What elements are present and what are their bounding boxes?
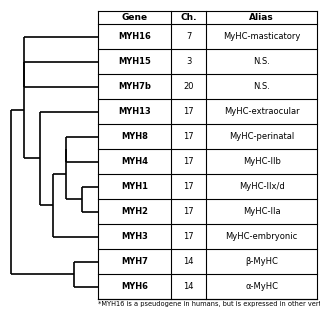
- Text: MyHC-embryonic: MyHC-embryonic: [226, 232, 298, 241]
- Text: MYH6: MYH6: [121, 282, 148, 291]
- Text: MyHC-IIb: MyHC-IIb: [243, 157, 281, 166]
- Text: N.S.: N.S.: [253, 57, 270, 66]
- Text: 3: 3: [186, 57, 191, 66]
- Text: 17: 17: [183, 157, 194, 166]
- Text: MYH8: MYH8: [121, 132, 148, 141]
- Text: Ch.: Ch.: [180, 13, 197, 22]
- Text: MYH4: MYH4: [121, 157, 148, 166]
- Text: 14: 14: [184, 282, 194, 291]
- Text: 20: 20: [184, 82, 194, 91]
- Text: α-MyHC: α-MyHC: [245, 282, 278, 291]
- Text: 17: 17: [183, 182, 194, 191]
- Text: MyHC-IIx/d: MyHC-IIx/d: [239, 182, 284, 191]
- Text: MyHC-IIa: MyHC-IIa: [243, 207, 280, 216]
- Text: MYH7b: MYH7b: [118, 82, 151, 91]
- Text: 7: 7: [186, 32, 191, 41]
- Text: MyHC-extraocular: MyHC-extraocular: [224, 107, 300, 116]
- Text: N.S.: N.S.: [253, 82, 270, 91]
- Text: Alias: Alias: [249, 13, 274, 22]
- Text: MYH2: MYH2: [121, 207, 148, 216]
- Text: MYH15: MYH15: [118, 57, 151, 66]
- Text: 14: 14: [184, 257, 194, 266]
- Text: β-MyHC: β-MyHC: [245, 257, 278, 266]
- Text: MyHC-masticatory: MyHC-masticatory: [223, 32, 300, 41]
- Text: Gene: Gene: [121, 13, 148, 22]
- Text: 17: 17: [183, 132, 194, 141]
- Text: MYH3: MYH3: [121, 232, 148, 241]
- Text: 17: 17: [183, 207, 194, 216]
- Text: MYH13: MYH13: [118, 107, 151, 116]
- Text: *MYH16 is a pseudogene in humans, but is expressed in other vertebrates.: *MYH16 is a pseudogene in humans, but is…: [98, 301, 320, 307]
- Text: 17: 17: [183, 232, 194, 241]
- Text: 17: 17: [183, 107, 194, 116]
- Text: MYH16: MYH16: [118, 32, 151, 41]
- Text: MYH7: MYH7: [121, 257, 148, 266]
- Text: MYH1: MYH1: [121, 182, 148, 191]
- Text: MyHC-perinatal: MyHC-perinatal: [229, 132, 294, 141]
